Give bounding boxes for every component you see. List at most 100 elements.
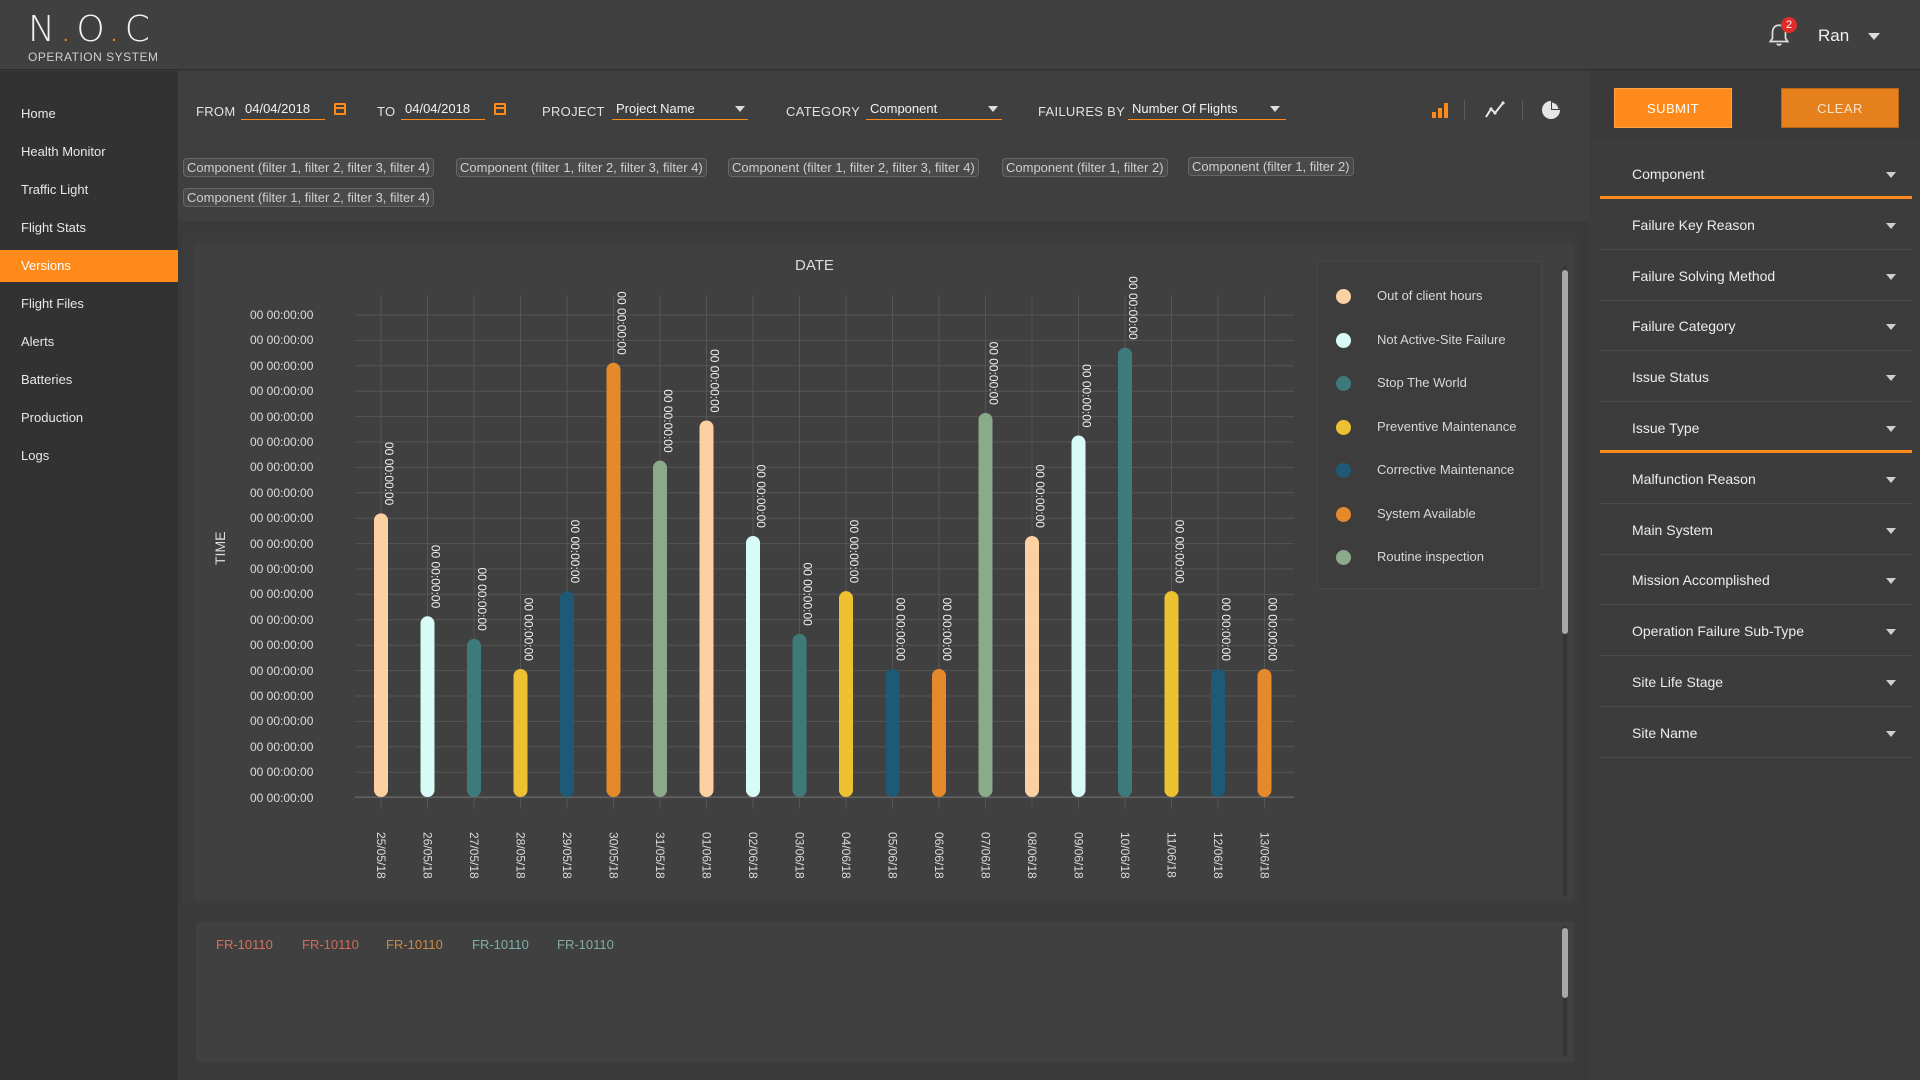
- chart-bar[interactable]: [513, 668, 528, 797]
- x-tick-label: 30/05/18: [607, 832, 621, 879]
- chart-bar[interactable]: [792, 633, 807, 797]
- failures-by-select[interactable]: Number Of Flights: [1128, 100, 1286, 120]
- filter-dropdown-component[interactable]: Component: [1600, 148, 1912, 199]
- filter-dropdown-failure-solving-method[interactable]: Failure Solving Method: [1600, 250, 1912, 301]
- filter-chip[interactable]: Component (filter 1, filter 2, filter 3,…: [456, 158, 707, 177]
- sidebar-item-flight-stats[interactable]: Flight Stats: [21, 220, 87, 235]
- filter-chip[interactable]: Component (filter 1, filter 2): [1002, 158, 1168, 177]
- sidebar-item-home[interactable]: Home: [21, 106, 56, 121]
- failure-id-link[interactable]: FR-10110: [472, 937, 529, 952]
- scrollbar-thumb[interactable]: [1562, 270, 1568, 634]
- chart-bar[interactable]: [1257, 668, 1272, 797]
- x-tick-label: 07/06/18: [979, 832, 993, 879]
- chart-bar[interactable]: [606, 362, 621, 797]
- notification-badge: 2: [1781, 17, 1797, 33]
- chevron-down-icon[interactable]: [988, 106, 998, 112]
- chevron-down-icon[interactable]: [1886, 476, 1896, 483]
- project-label: PROJECT: [542, 104, 605, 119]
- scrollbar-thumb[interactable]: [1562, 928, 1568, 998]
- calendar-icon[interactable]: [494, 103, 506, 115]
- chart-bar[interactable]: [420, 616, 435, 797]
- chart-bar[interactable]: [1164, 591, 1179, 797]
- app-logo[interactable]: N.O.C OPERATION SYSTEM: [28, 10, 158, 65]
- chart-bar[interactable]: [932, 668, 946, 797]
- filter-dropdown-main-system[interactable]: Main System: [1600, 504, 1912, 555]
- y-tick-label: 00 00:00:00: [250, 409, 314, 424]
- filter-chip[interactable]: Component (filter 1, filter 2, filter 3,…: [183, 158, 434, 177]
- filter-dropdown-failure-key-reason[interactable]: Failure Key Reason: [1600, 199, 1912, 250]
- failure-id-link[interactable]: FR-10110: [557, 937, 614, 952]
- filter-chip[interactable]: Component (filter 1, filter 2, filter 3,…: [183, 188, 434, 207]
- x-tick-label: 13/06/18: [1258, 832, 1272, 879]
- category-select[interactable]: Component: [866, 100, 1002, 120]
- chart-bar[interactable]: [978, 412, 993, 797]
- chevron-down-icon[interactable]: [1886, 222, 1896, 229]
- chevron-down-icon[interactable]: [1886, 324, 1896, 331]
- sidebar-item-alerts[interactable]: Alerts: [21, 334, 55, 349]
- chart-bar[interactable]: [467, 638, 481, 797]
- from-date-field[interactable]: 04/04/2018: [241, 100, 325, 120]
- category-label: CATEGORY: [786, 104, 861, 119]
- chart-bar[interactable]: [1025, 535, 1039, 797]
- chart-bar[interactable]: [839, 591, 853, 797]
- pie-chart-icon[interactable]: [1539, 98, 1563, 122]
- filter-dropdown-site-name[interactable]: Site Name: [1600, 707, 1912, 758]
- filter-chip[interactable]: Component (filter 1, filter 2, filter 3,…: [728, 158, 979, 177]
- sidebar-item-health-monitor[interactable]: Health Monitor: [21, 144, 106, 159]
- chart-bar[interactable]: [1071, 435, 1086, 797]
- sidebar-item-batteries[interactable]: Batteries: [21, 372, 73, 387]
- filter-dropdown-issue-type[interactable]: Issue Type: [1600, 402, 1912, 453]
- chevron-down-icon[interactable]: [1886, 273, 1896, 280]
- bar-data-label: 00 00:00:00: [615, 291, 629, 355]
- filter-dropdown-label: Failure Category: [1632, 318, 1736, 335]
- chevron-down-icon[interactable]: [1886, 527, 1896, 534]
- failure-id-link[interactable]: FR-10110: [386, 937, 443, 952]
- chevron-down-icon[interactable]: [1886, 172, 1896, 178]
- calendar-icon[interactable]: [334, 103, 346, 115]
- chevron-down-icon[interactable]: [1886, 426, 1896, 432]
- project-select[interactable]: Project Name: [612, 100, 748, 120]
- sidebar-item-traffic-light[interactable]: Traffic Light: [21, 182, 89, 197]
- chart-bar[interactable]: [885, 668, 900, 797]
- chevron-down-icon[interactable]: [1886, 680, 1896, 686]
- filter-dropdown-issue-status[interactable]: Issue Status: [1600, 351, 1912, 403]
- to-date-field[interactable]: 04/04/2018: [401, 100, 485, 120]
- chart-bar[interactable]: [653, 460, 667, 797]
- filter-dropdown-site-life-stage[interactable]: Site Life Stage: [1600, 656, 1912, 707]
- filter-dropdown-label: Main System: [1632, 521, 1713, 538]
- line-chart-icon[interactable]: [1483, 98, 1507, 122]
- failure-id-link[interactable]: FR-10110: [216, 937, 273, 952]
- filter-chip[interactable]: Component (filter 1, filter 2): [1188, 157, 1354, 176]
- sidebar-item-versions[interactable]: Versions: [0, 250, 178, 282]
- chart-bar[interactable]: [699, 420, 714, 798]
- submit-button[interactable]: SUBMIT: [1614, 88, 1732, 128]
- clear-button[interactable]: CLEAR: [1781, 88, 1899, 128]
- chevron-down-icon[interactable]: [1886, 629, 1896, 636]
- user-name[interactable]: Ran: [1818, 26, 1850, 45]
- chart-bar[interactable]: [374, 513, 388, 797]
- bar-chart-icon[interactable]: [1428, 98, 1452, 122]
- sidebar-item-production[interactable]: Production: [21, 410, 84, 425]
- chevron-down-icon[interactable]: [1886, 375, 1896, 382]
- chart-bar[interactable]: [746, 535, 760, 797]
- y-tick-label: 00 00:00:00: [250, 612, 314, 627]
- filter-dropdown-malfunction-reason[interactable]: Malfunction Reason: [1600, 453, 1912, 504]
- chart-bar[interactable]: [1118, 347, 1132, 797]
- chevron-down-icon[interactable]: [1868, 33, 1880, 40]
- sidebar-item-flight-files[interactable]: Flight Files: [21, 296, 84, 311]
- filter-dropdown-mission-accomplished[interactable]: Mission Accomplished: [1600, 554, 1912, 606]
- filter-dropdown-label: Component: [1632, 166, 1705, 182]
- y-tick-label: 00 00:00:00: [250, 663, 314, 678]
- chevron-down-icon[interactable]: [735, 106, 745, 112]
- chevron-down-icon[interactable]: [1886, 578, 1896, 585]
- chevron-down-icon[interactable]: [1886, 730, 1896, 737]
- chart-bar[interactable]: [1211, 668, 1225, 797]
- legend-dot-icon: [1336, 376, 1351, 391]
- filter-dropdown-failure-category[interactable]: Failure Category: [1600, 300, 1912, 352]
- chevron-down-icon[interactable]: [1270, 106, 1280, 112]
- filter-dropdown-operation-failure-sub-type[interactable]: Operation Failure Sub-Type: [1600, 605, 1912, 657]
- chart-bar[interactable]: [560, 591, 574, 797]
- failure-id-link[interactable]: FR-10110: [302, 937, 359, 952]
- x-tick-label: 10/06/18: [1118, 832, 1132, 879]
- sidebar-item-logs[interactable]: Logs: [21, 448, 50, 463]
